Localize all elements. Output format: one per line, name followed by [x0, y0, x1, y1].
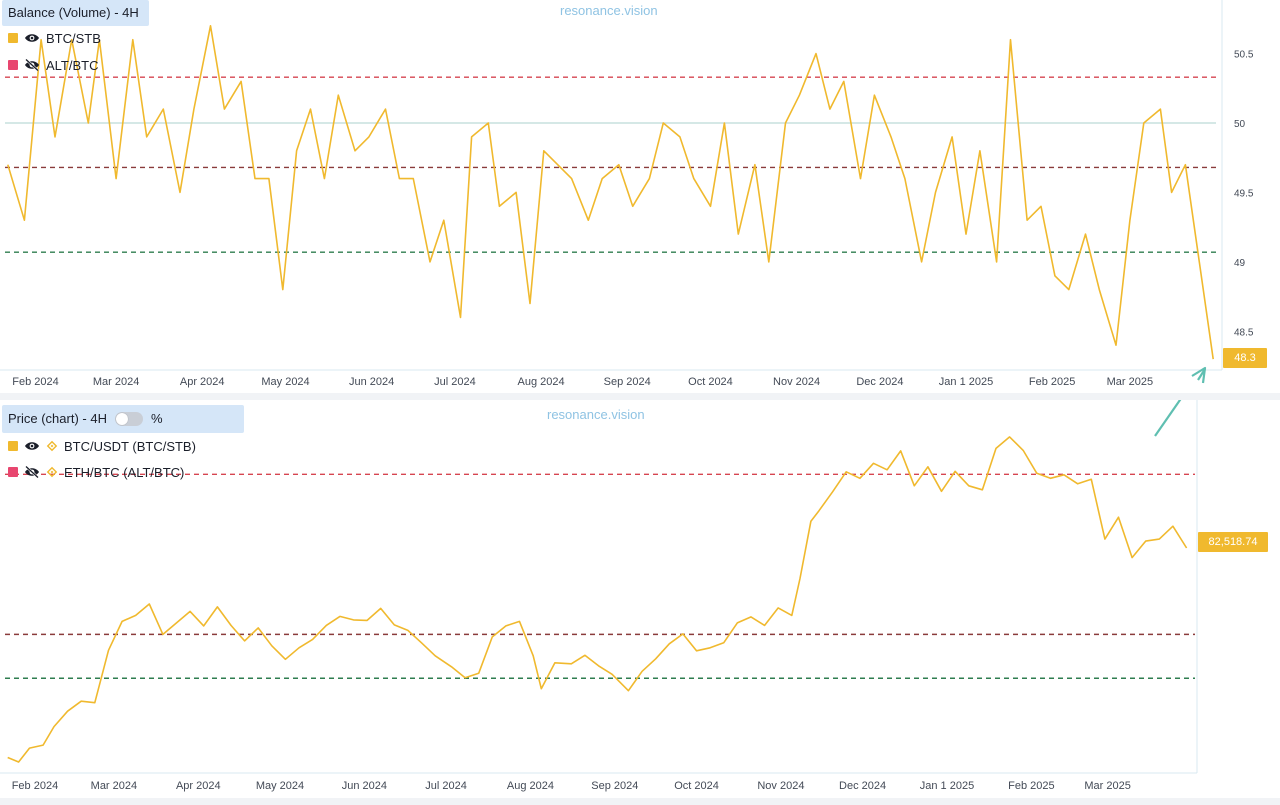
- panel-separator[interactable]: [0, 393, 1280, 400]
- annotation-arrow-top: [1197, 368, 1206, 381]
- legend-label: BTC/STB: [46, 30, 101, 46]
- x-tick-label: Dec 2024: [839, 780, 886, 792]
- y-tick-label: 49.5: [1234, 188, 1254, 199]
- balance-title-text: Balance (Volume) - 4H: [8, 5, 139, 20]
- price-title-text: Price (chart) - 4H: [8, 411, 107, 426]
- legend-item-eth-btc[interactable]: ETH/BTC (ALT/BTC): [8, 462, 184, 482]
- price-panel: Feb 2024 Mar 2024 Apr 2024 May 2024 Jun 2024…: [0, 400, 1280, 798]
- x-tick-label: Apr 2024: [176, 780, 221, 792]
- x-tick-label: Feb 2024: [12, 780, 58, 792]
- x-tick-label: May 2024: [256, 780, 304, 792]
- x-tick-label: Sep 2024: [591, 780, 638, 792]
- x-tick-label: Jul 2024: [434, 376, 476, 388]
- y-tick-label: 50: [1234, 119, 1246, 130]
- series-swatch: [8, 33, 18, 43]
- eye-icon[interactable]: [24, 32, 40, 44]
- x-tick-label: Aug 2024: [507, 780, 554, 792]
- x-tick-label: Jun 2024: [349, 376, 394, 388]
- current-value-badge: 48.3: [1223, 348, 1267, 368]
- eye-off-icon[interactable]: [24, 466, 40, 478]
- footer-strip: [0, 798, 1280, 805]
- y-tick-label: 48.5: [1234, 327, 1254, 338]
- x-tick-label: Oct 2024: [674, 780, 719, 792]
- series-line[interactable]: [7, 436, 1188, 763]
- x-tick-label: Sep 2024: [604, 376, 651, 388]
- x-tick-label: Feb 2025: [1029, 376, 1075, 388]
- x-tick-label: Mar 2025: [1084, 780, 1130, 792]
- x-tick-label: Nov 2024: [757, 780, 804, 792]
- balance-chart: 48.5 49 49.5 50 50.5 Feb 2024 Mar 2024 Apr 2024…: [0, 0, 1254, 388]
- x-tick-label: Aug 2024: [518, 376, 565, 388]
- x-tick-label: Feb 2025: [1008, 780, 1054, 792]
- x-tick-label: Jun 2024: [342, 780, 387, 792]
- legend-item-btc-stb[interactable]: BTC/STB: [8, 28, 101, 48]
- price-chart: Feb 2024 Mar 2024 Apr 2024 May 2024 Jun 2024…: [0, 400, 1198, 792]
- x-tick-label: Jul 2024: [425, 780, 467, 792]
- x-tick-label: Mar 2024: [93, 376, 139, 388]
- percent-toggle[interactable]: [114, 412, 143, 426]
- balance-panel: 48.5 49 49.5 50 50.5 Feb 2024 Mar 2024 Apr 2024…: [0, 0, 1280, 393]
- y-tick-label: 50.5: [1234, 50, 1254, 61]
- binance-icon: [46, 466, 58, 478]
- x-tick-label: May 2024: [261, 376, 309, 388]
- y-tick-label: 49: [1234, 258, 1246, 269]
- legend-label: ALT/BTC: [46, 57, 99, 73]
- legend-item-btc-usdt[interactable]: BTC/USDT (BTC/STB): [8, 436, 196, 456]
- series-line[interactable]: [7, 24, 1214, 360]
- eye-icon[interactable]: [24, 440, 40, 452]
- x-tick-label: Jan 1 2025: [920, 780, 974, 792]
- x-tick-label: Apr 2024: [180, 376, 225, 388]
- legend-label: BTC/USDT (BTC/STB): [64, 438, 196, 454]
- annotation-arrowhead: [1191, 366, 1207, 384]
- percent-toggle-label: %: [150, 411, 163, 426]
- series-swatch: [8, 441, 18, 451]
- current-price-badge: 82,518.74: [1198, 532, 1268, 552]
- watermark: resonance.vision: [560, 3, 658, 18]
- eye-off-icon[interactable]: [24, 59, 40, 71]
- x-tick-label: Dec 2024: [856, 376, 903, 388]
- binance-icon: [46, 440, 58, 452]
- x-tick-label: Nov 2024: [773, 376, 820, 388]
- legend-label: ETH/BTC (ALT/BTC): [64, 464, 185, 480]
- x-tick-label: Mar 2025: [1107, 376, 1153, 388]
- x-tick-label: Oct 2024: [688, 376, 733, 388]
- series-swatch: [8, 467, 18, 477]
- x-tick-label: Jan 1 2025: [939, 376, 993, 388]
- watermark: resonance.vision: [547, 407, 645, 422]
- price-panel-title[interactable]: Price (chart) - 4H %: [2, 405, 244, 433]
- legend-item-alt-btc[interactable]: ALT/BTC: [8, 55, 99, 75]
- annotation-arrow: [1154, 400, 1182, 437]
- series-swatch: [8, 60, 18, 70]
- x-tick-label: Mar 2024: [91, 780, 137, 792]
- x-tick-label: Feb 2024: [12, 376, 58, 388]
- balance-panel-title[interactable]: Balance (Volume) - 4H: [2, 0, 149, 26]
